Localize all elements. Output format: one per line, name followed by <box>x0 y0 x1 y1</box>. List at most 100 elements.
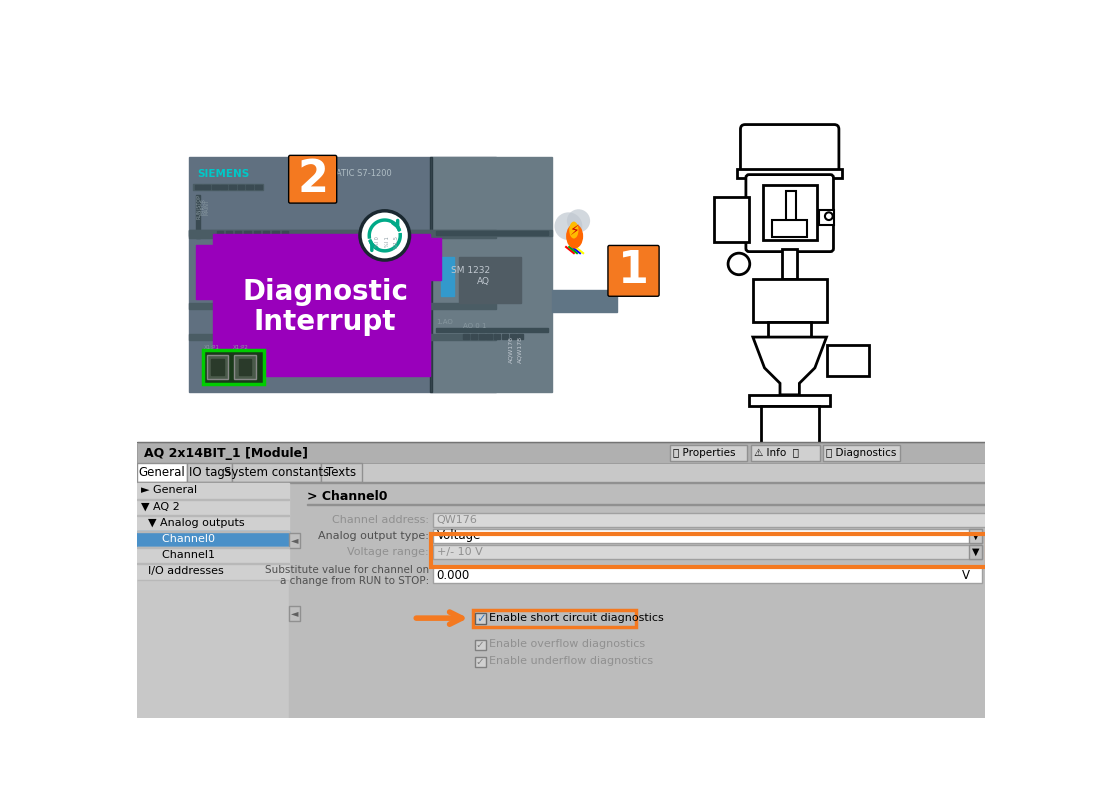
FancyBboxPatch shape <box>746 174 834 252</box>
Bar <box>749 456 830 466</box>
Bar <box>281 231 288 237</box>
Text: Voltage: Voltage <box>437 529 481 542</box>
Bar <box>470 334 477 339</box>
Text: ✓: ✓ <box>476 640 485 650</box>
Text: ✓: ✓ <box>476 657 485 667</box>
Text: ► General: ► General <box>141 485 198 495</box>
Bar <box>737 169 842 178</box>
Bar <box>322 463 361 482</box>
Text: %I 1: %I 1 <box>385 236 389 247</box>
Bar <box>244 304 251 310</box>
Bar <box>290 533 300 548</box>
Bar <box>255 185 261 189</box>
FancyBboxPatch shape <box>289 156 337 203</box>
Text: AO 0 1: AO 0 1 <box>463 324 487 329</box>
Circle shape <box>360 211 409 260</box>
Bar <box>517 334 523 339</box>
Bar <box>244 231 251 237</box>
Text: ◄: ◄ <box>291 608 299 618</box>
Bar <box>473 610 636 627</box>
Bar <box>502 334 508 339</box>
Text: SM 1232: SM 1232 <box>451 266 490 275</box>
Bar <box>768 322 811 337</box>
Bar <box>272 304 279 310</box>
FancyBboxPatch shape <box>741 124 839 174</box>
Bar <box>290 606 300 621</box>
Text: System constants: System constants <box>223 466 329 479</box>
Bar <box>203 185 210 189</box>
Text: AQW178: AQW178 <box>517 336 522 363</box>
Bar <box>750 445 820 461</box>
Bar <box>137 547 290 563</box>
Bar <box>235 304 242 310</box>
Text: ERROR: ERROR <box>200 199 206 215</box>
Text: 1: 1 <box>618 249 649 292</box>
Bar <box>969 545 981 558</box>
Bar <box>246 185 253 189</box>
FancyBboxPatch shape <box>608 245 659 296</box>
Text: ▼: ▼ <box>971 531 979 541</box>
Bar <box>196 195 200 238</box>
Bar <box>781 249 798 279</box>
Bar <box>272 231 279 237</box>
Bar <box>229 185 236 189</box>
Bar <box>234 355 256 379</box>
Bar <box>189 157 496 391</box>
Text: ▼ Analog outputs: ▼ Analog outputs <box>141 517 245 528</box>
Text: a change from RUN to STOP:: a change from RUN to STOP: <box>280 576 429 586</box>
Bar <box>823 445 900 461</box>
Text: AQ: AQ <box>477 277 490 286</box>
Text: Enable overflow diagnostics: Enable overflow diagnostics <box>489 639 645 650</box>
Bar <box>787 190 795 233</box>
Bar <box>760 406 818 456</box>
Bar <box>552 290 617 312</box>
Bar <box>217 304 223 310</box>
Bar <box>772 220 807 237</box>
Bar <box>137 463 187 482</box>
Bar <box>431 534 987 567</box>
Text: %I1.5: %I1.5 <box>394 235 399 249</box>
Bar <box>254 304 260 310</box>
Bar <box>187 463 232 482</box>
Text: Analog output type:: Analog output type: <box>318 531 429 541</box>
Bar <box>432 157 552 391</box>
Bar <box>430 157 432 391</box>
Bar <box>476 640 486 650</box>
Text: AQW176: AQW176 <box>508 336 513 363</box>
Bar <box>137 443 985 718</box>
Text: General: General <box>138 466 185 479</box>
Text: RUN/STOP: RUN/STOP <box>196 194 200 220</box>
Circle shape <box>567 209 590 232</box>
Circle shape <box>555 212 582 240</box>
Bar <box>189 303 496 309</box>
Bar <box>281 304 288 310</box>
Text: QW176: QW176 <box>437 515 478 525</box>
Bar <box>486 334 492 339</box>
Bar <box>137 563 290 579</box>
Text: 🔧 Diagnostics: 🔧 Diagnostics <box>826 448 896 458</box>
Bar <box>763 185 817 240</box>
Bar <box>194 184 263 190</box>
Bar <box>189 230 552 236</box>
Circle shape <box>729 253 749 274</box>
Bar <box>263 304 269 310</box>
Bar <box>263 231 269 237</box>
Text: Enable underflow diagnostics: Enable underflow diagnostics <box>489 656 653 667</box>
Circle shape <box>825 212 833 220</box>
Bar <box>137 483 290 499</box>
Bar <box>478 334 485 339</box>
Text: SIEMENS: SIEMENS <box>197 169 249 179</box>
Bar <box>217 231 223 237</box>
Bar <box>435 328 548 332</box>
Text: IO tags: IO tags <box>188 466 231 479</box>
Bar <box>433 545 982 558</box>
Polygon shape <box>753 337 826 395</box>
Bar <box>290 483 985 718</box>
Bar <box>749 395 830 406</box>
Bar <box>433 567 982 583</box>
Bar <box>510 334 515 339</box>
Bar <box>753 279 826 322</box>
Text: AQ 2x14BIT_1 [Module]: AQ 2x14BIT_1 [Module] <box>144 447 309 460</box>
Bar <box>237 185 244 189</box>
Bar <box>137 531 290 547</box>
